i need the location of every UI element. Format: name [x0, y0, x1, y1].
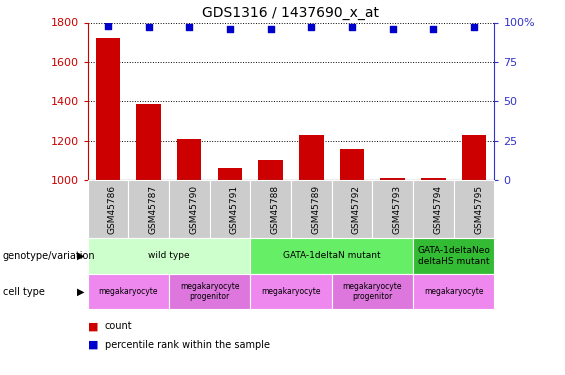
Text: GSM45793: GSM45793 [393, 184, 402, 234]
Text: ▶: ▶ [77, 286, 85, 297]
Text: cell type: cell type [3, 286, 45, 297]
Bar [380, 178, 405, 180]
Text: wild type: wild type [148, 251, 190, 260]
Bar [421, 178, 446, 180]
Point [307, 24, 316, 30]
Text: megakaryocyte
progenitor: megakaryocyte progenitor [342, 282, 402, 301]
Point [225, 26, 234, 32]
Text: GSM45788: GSM45788 [271, 184, 280, 234]
Point [470, 24, 479, 30]
Text: GSM45789: GSM45789 [311, 184, 320, 234]
Text: GATA-1deltaN mutant: GATA-1deltaN mutant [283, 251, 380, 260]
Text: megakaryocyte
progenitor: megakaryocyte progenitor [180, 282, 240, 301]
Point [388, 26, 397, 32]
Point [347, 24, 357, 30]
Text: GATA-1deltaNeo
deltaHS mutant: GATA-1deltaNeo deltaHS mutant [418, 246, 490, 266]
Bar [136, 104, 161, 180]
Text: GSM45790: GSM45790 [189, 184, 198, 234]
Bar [299, 135, 324, 180]
Bar [258, 160, 283, 180]
Bar [95, 38, 120, 180]
Text: genotype/variation: genotype/variation [3, 251, 95, 261]
Text: ■: ■ [88, 340, 98, 350]
Bar [218, 168, 242, 180]
Point [103, 22, 112, 28]
Text: count: count [105, 321, 132, 331]
Text: GSM45791: GSM45791 [230, 184, 239, 234]
Text: megakaryocyte: megakaryocyte [98, 287, 158, 296]
Text: percentile rank within the sample: percentile rank within the sample [105, 340, 270, 350]
Text: ▶: ▶ [77, 251, 85, 261]
Bar [177, 139, 202, 180]
Bar [462, 135, 486, 180]
Text: megakaryocyte: megakaryocyte [261, 287, 321, 296]
Text: megakaryocyte: megakaryocyte [424, 287, 484, 296]
Point [266, 26, 275, 32]
Bar [340, 150, 364, 180]
Text: GSM45792: GSM45792 [352, 184, 361, 234]
Point [429, 26, 438, 32]
Text: GSM45795: GSM45795 [474, 184, 483, 234]
Text: GSM45786: GSM45786 [108, 184, 117, 234]
Text: ■: ■ [88, 321, 98, 331]
Point [185, 24, 194, 30]
Text: GSM45787: GSM45787 [149, 184, 158, 234]
Point [144, 24, 153, 30]
Text: GSM45794: GSM45794 [433, 184, 442, 234]
Title: GDS1316 / 1437690_x_at: GDS1316 / 1437690_x_at [202, 6, 380, 20]
